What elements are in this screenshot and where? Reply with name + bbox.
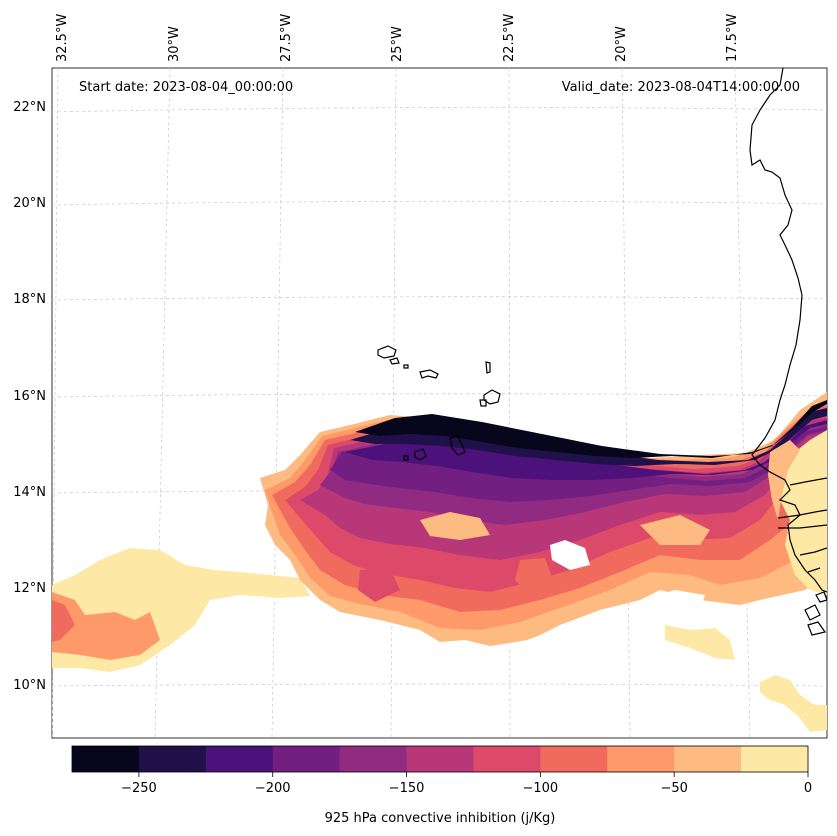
- lat-label: 18°N: [13, 292, 46, 307]
- start-date-label: Start date: 2023-08-04_00:00:00: [79, 80, 293, 95]
- cin-texture-3: [640, 515, 710, 545]
- lon-label: 27.5°W: [279, 14, 294, 62]
- cin-texture-2: [515, 558, 555, 595]
- lat-labels: 22°N 20°N 18°N 16°N 14°N 12°N 10°N: [13, 100, 46, 693]
- lon-labels: 32.5°W 30°W 27.5°W 25°W 22.5°W 20°W 17.5…: [55, 14, 740, 62]
- santiago: [449, 435, 466, 456]
- maio: [479, 399, 487, 407]
- west-africa-coastline: [749, 68, 827, 593]
- colorbar: −250 −200 −150 −100 −50 0 925 hPa convective …: [71, 745, 812, 826]
- colorbar-ticks: −250 −200 −150 −100 −50 0: [121, 772, 812, 796]
- cin-texture-1: [420, 512, 490, 540]
- gambia-outline: [777, 509, 827, 529]
- santo-antao: [377, 345, 397, 359]
- lat-label: 20°N: [13, 196, 46, 211]
- fogo: [414, 448, 427, 461]
- lat-label: 10°N: [13, 678, 46, 693]
- lon-label: 25°W: [390, 26, 405, 62]
- colorbar-tick-label: 0: [804, 781, 812, 796]
- cin-patch-senegal: [780, 430, 827, 595]
- coastlines: [377, 68, 827, 636]
- lon-label: 30°W: [167, 26, 182, 62]
- colorbar-frame: [71, 745, 809, 773]
- lat-label: 16°N: [13, 389, 46, 404]
- colorbar-swatch: [741, 746, 809, 772]
- lon-label: 17.5°W: [725, 14, 740, 62]
- colorbar-swatch: [72, 746, 140, 772]
- lon-label: 22.5°W: [502, 14, 517, 62]
- santa-luzia: [403, 364, 409, 369]
- colorbar-swatches: [72, 746, 809, 772]
- guinea-bissau-outline: [799, 547, 827, 573]
- colorbar-swatch: [406, 746, 474, 772]
- lon-label: 20°W: [614, 26, 629, 62]
- colorbar-tick-label: −150: [389, 781, 425, 796]
- cin-level-250: [355, 400, 827, 458]
- lat-label: 12°N: [13, 581, 46, 596]
- cin-texture-4: [358, 568, 400, 602]
- colorbar-tick-label: −250: [121, 781, 157, 796]
- cin-field: [52, 392, 827, 732]
- lon-label: 32.5°W: [55, 14, 70, 62]
- colorbar-swatch: [473, 746, 541, 772]
- cin-band-west-inner: [52, 592, 160, 660]
- cin-gap-3: [640, 590, 705, 612]
- valid-date-label: Valid_date: 2023-08-04T14:00:00.00: [562, 80, 800, 95]
- cin-gap-1: [550, 540, 590, 570]
- colorbar-swatch: [674, 746, 742, 772]
- colorbar-title: 925 hPa convective inhibition (j/Kg): [325, 811, 556, 826]
- sal: [485, 361, 491, 374]
- cin-gap-2: [500, 628, 570, 652]
- cin-patch-south-2: [760, 675, 827, 732]
- colorbar-swatch: [339, 746, 408, 772]
- sao-vicente: [389, 357, 400, 365]
- map-content: [52, 68, 827, 738]
- cin-level-200: [345, 420, 827, 480]
- colorbar-swatch: [138, 746, 207, 772]
- colorbar-swatch: [272, 746, 341, 772]
- lat-label: 14°N: [13, 485, 46, 500]
- brava: [403, 455, 409, 461]
- colorbar-tick-label: −200: [255, 781, 291, 796]
- colorbar-tick-label: −100: [523, 781, 559, 796]
- lat-label: 22°N: [13, 100, 46, 115]
- cin-band-west-core: [52, 600, 75, 642]
- cin-patch-south-1: [665, 625, 735, 660]
- colorbar-tick-label: −50: [660, 781, 687, 796]
- senegal-border: [789, 477, 827, 486]
- colorbar-swatch: [540, 746, 608, 772]
- colorbar-swatch: [607, 746, 675, 772]
- sao-nicolau: [419, 369, 439, 379]
- bijagos-islands: [804, 591, 827, 636]
- colorbar-swatch: [205, 746, 274, 772]
